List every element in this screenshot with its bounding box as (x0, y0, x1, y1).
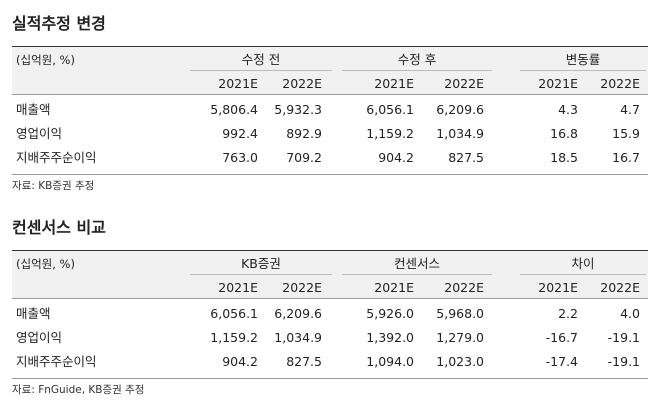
cell: -17.4 (545, 354, 578, 369)
group-header: 컨센서스 (393, 256, 440, 271)
unit-label: (십억원, %) (16, 257, 75, 271)
cell: 1,023.0 (436, 354, 484, 369)
cell: 1,392.0 (366, 330, 414, 345)
year-header: 2021E (374, 280, 414, 295)
top-rule (12, 46, 648, 47)
cell: 992.4 (222, 126, 258, 141)
section-title: 컨센서스 비교 (12, 218, 106, 237)
cell: 1,159.2 (210, 330, 258, 345)
row-label: 매출액 (16, 306, 51, 321)
cell: 5,926.0 (366, 306, 414, 321)
cell: 1,034.9 (274, 330, 322, 345)
cell: 709.2 (286, 150, 322, 165)
group-header: 차이 (571, 256, 595, 271)
year-header: 2021E (538, 76, 578, 91)
cell: 2.2 (558, 306, 578, 321)
group-header: 변동률 (565, 52, 601, 67)
year-header: 2021E (374, 76, 414, 91)
year-header: 2022E (600, 280, 640, 295)
cell: 16.8 (550, 126, 578, 141)
cell: 1,159.2 (366, 126, 414, 141)
cell: 763.0 (222, 150, 258, 165)
cell: 6,209.6 (436, 102, 484, 117)
cell: 18.5 (550, 150, 578, 165)
cell: 1,279.0 (436, 330, 484, 345)
group-rule (342, 70, 492, 71)
group-header: KB증권 (241, 256, 281, 271)
section-title: 실적추정 변경 (12, 14, 106, 33)
year-header: 2022E (600, 76, 640, 91)
row-label: 지배주주순이익 (16, 150, 97, 165)
group-header: 수정 전 (241, 52, 281, 67)
year-header: 2021E (218, 76, 258, 91)
row-label: 지배주주순이익 (16, 354, 97, 369)
group-header: 수정 후 (397, 52, 437, 67)
cell: 904.2 (378, 150, 414, 165)
cell: -19.1 (607, 330, 640, 345)
cell: 4.0 (620, 306, 640, 321)
table-bottom-rule (12, 378, 648, 379)
cell: 827.5 (448, 150, 484, 165)
cell: 904.2 (222, 354, 258, 369)
cell: 16.7 (612, 150, 640, 165)
header-rule (12, 298, 648, 299)
cell: 1,094.0 (366, 354, 414, 369)
group-rule (190, 274, 332, 275)
year-header: 2021E (218, 280, 258, 295)
year-header: 2022E (444, 280, 484, 295)
row-label: 영업이익 (16, 330, 63, 345)
row-label: 매출액 (16, 102, 51, 117)
cell: 6,056.1 (366, 102, 414, 117)
cell: 892.9 (286, 126, 322, 141)
cell: 4.3 (558, 102, 578, 117)
row-label: 영업이익 (16, 126, 63, 141)
source-note: 자료: FnGuide, KB증권 추정 (12, 384, 145, 396)
cell: 5,968.0 (436, 306, 484, 321)
cell: 6,056.1 (210, 306, 258, 321)
year-header: 2022E (282, 280, 322, 295)
cell: 5,806.4 (210, 102, 258, 117)
group-rule (520, 70, 646, 71)
cell: 1,034.9 (436, 126, 484, 141)
unit-label: (십억원, %) (16, 53, 75, 67)
year-header: 2022E (282, 76, 322, 91)
year-header: 2021E (538, 280, 578, 295)
group-rule (520, 274, 646, 275)
year-header: 2022E (444, 76, 484, 91)
group-rule (190, 70, 332, 71)
cell: 827.5 (286, 354, 322, 369)
cell: 4.7 (620, 102, 640, 117)
cell: 5,932.3 (274, 102, 322, 117)
group-rule (342, 274, 492, 275)
table-bottom-rule (12, 174, 648, 175)
top-rule (12, 250, 648, 251)
header-rule (12, 94, 648, 95)
source-note: 자료: KB증권 추정 (12, 180, 95, 192)
cell: 6,209.6 (274, 306, 322, 321)
cell: -19.1 (607, 354, 640, 369)
cell: 15.9 (612, 126, 640, 141)
cell: -16.7 (545, 330, 578, 345)
